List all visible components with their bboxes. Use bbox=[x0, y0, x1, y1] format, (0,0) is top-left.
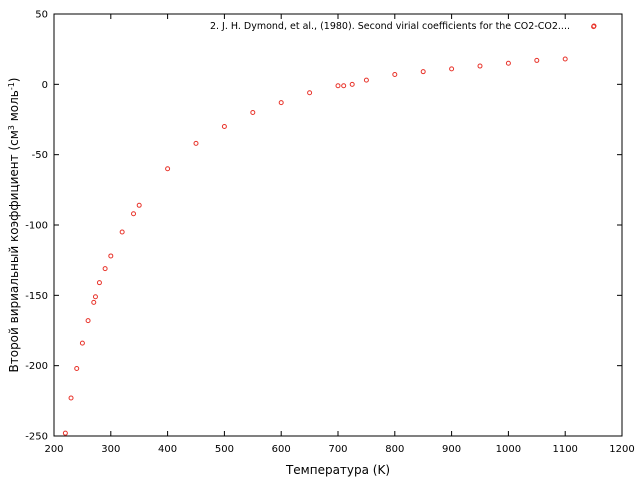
y-axis-title-mid: моль bbox=[7, 90, 21, 125]
data-point bbox=[349, 81, 355, 87]
y-tick-label: 0 bbox=[42, 80, 48, 91]
data-point bbox=[96, 280, 102, 286]
y-axis-title-sup-2: -1 bbox=[7, 82, 16, 90]
data-point bbox=[119, 229, 125, 235]
x-tick-label: 600 bbox=[272, 444, 291, 455]
x-axis: 200 300 400 500 600 700 800 900 1000 1100 1200 bbox=[44, 14, 635, 455]
y-tick-label: 50 bbox=[35, 10, 48, 21]
x-tick-label: 1000 bbox=[496, 444, 521, 455]
data-point bbox=[193, 140, 199, 146]
x-tick-label: 1100 bbox=[552, 444, 577, 455]
x-tick-label: 1200 bbox=[609, 444, 634, 455]
data-point bbox=[108, 253, 114, 259]
x-tick-label: 400 bbox=[158, 444, 177, 455]
data-point bbox=[278, 100, 284, 106]
data-point bbox=[449, 66, 455, 72]
data-point bbox=[477, 63, 483, 69]
data-point bbox=[131, 211, 137, 217]
y-tick-label: -50 bbox=[32, 150, 48, 161]
y-axis-title-main: Второй вириальный коэффициент (см bbox=[7, 130, 21, 372]
y-axis-title-end: ) bbox=[7, 78, 21, 83]
y-tick-label: -100 bbox=[25, 221, 48, 232]
data-point bbox=[335, 83, 341, 89]
x-axis-title: Температура (K) bbox=[285, 463, 390, 477]
data-point bbox=[562, 56, 568, 62]
data-points bbox=[62, 24, 597, 436]
data-point bbox=[91, 299, 97, 305]
x-tick-label: 900 bbox=[442, 444, 461, 455]
data-point bbox=[62, 430, 68, 436]
data-point bbox=[363, 77, 369, 83]
y-axis-title-sup-1: 3 bbox=[7, 125, 16, 130]
data-point bbox=[165, 166, 171, 172]
data-point bbox=[68, 395, 74, 401]
legend-label: 2. J. H. Dymond, et al., (1980). Second … bbox=[210, 21, 570, 32]
data-point bbox=[505, 60, 511, 66]
data-point bbox=[92, 294, 98, 300]
y-tick-label: -200 bbox=[25, 361, 48, 372]
data-point bbox=[250, 109, 256, 115]
x-tick-label: 800 bbox=[385, 444, 404, 455]
y-tick-label: -150 bbox=[25, 291, 48, 302]
x-tick-label: 300 bbox=[101, 444, 120, 455]
data-point bbox=[74, 365, 80, 371]
data-point bbox=[392, 71, 398, 77]
y-axis-title: Второй вириальный коэффициент (см3 моль-… bbox=[7, 78, 22, 373]
y-axis: -250 -200 -150 -100 -50 0 50 bbox=[25, 10, 622, 443]
plot-frame bbox=[53, 13, 623, 437]
data-point bbox=[221, 124, 227, 130]
x-tick-label: 500 bbox=[215, 444, 234, 455]
legend-marker bbox=[591, 23, 597, 29]
x-tick-label: 200 bbox=[44, 444, 63, 455]
data-point bbox=[307, 90, 313, 96]
data-point bbox=[420, 69, 426, 75]
data-point bbox=[102, 266, 108, 272]
data-point bbox=[341, 83, 347, 89]
data-point bbox=[79, 340, 85, 346]
y-tick-label: -250 bbox=[25, 432, 48, 443]
data-point bbox=[85, 318, 91, 324]
x-tick-label: 700 bbox=[328, 444, 347, 455]
data-point bbox=[136, 202, 142, 208]
data-point bbox=[534, 57, 540, 63]
